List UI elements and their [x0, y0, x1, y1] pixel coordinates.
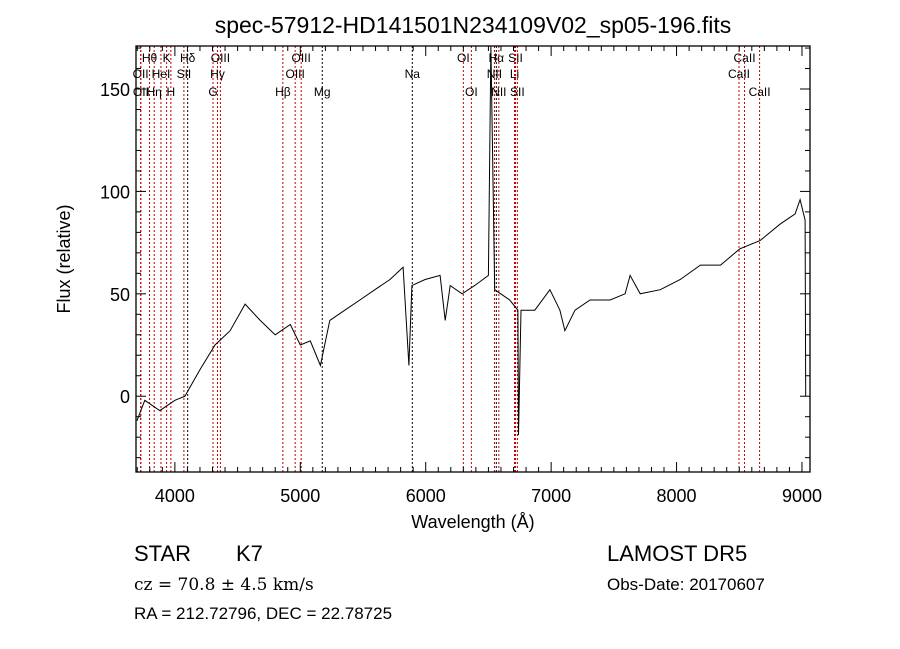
- line-label: G: [208, 85, 217, 99]
- chart-title: spec-57912-HD141501N234109V02_sp05-196.f…: [215, 12, 732, 38]
- x-tick-label: 6000: [406, 486, 446, 506]
- x-tick-label: 4000: [155, 486, 195, 506]
- line-label: NII: [487, 67, 502, 81]
- x-axis-label: Wavelength (Å): [411, 512, 534, 532]
- x-tick-label: 5000: [280, 486, 320, 506]
- line-label: K: [163, 51, 171, 65]
- line-label: OII: [133, 85, 149, 99]
- y-tick-label: 150: [100, 80, 130, 100]
- line-label: CaII: [734, 51, 756, 65]
- line-label: Hη: [147, 85, 162, 99]
- star-subclass: K7: [236, 541, 263, 566]
- line-label: H: [167, 85, 176, 99]
- line-label: OIII: [285, 67, 304, 81]
- y-axis-label: Flux (relative): [54, 204, 74, 313]
- line-label: OI: [465, 85, 478, 99]
- y-tick-label: 0: [120, 387, 130, 407]
- survey-name: LAMOST DR5: [607, 541, 747, 566]
- line-label: NII: [491, 85, 506, 99]
- coordinates: RA = 212.72796, DEC = 22.78725: [134, 604, 392, 623]
- spectrum-line: [136, 45, 807, 436]
- x-tick-label: 7000: [531, 486, 571, 506]
- line-label: HeI: [152, 67, 171, 81]
- x-tick-label: 8000: [657, 486, 697, 506]
- line-label: SII: [508, 51, 523, 65]
- line-label: Hδ: [180, 51, 196, 65]
- line-label: Na: [405, 67, 421, 81]
- line-label: OIII: [292, 51, 311, 65]
- line-label: Hβ: [275, 85, 291, 99]
- line-label: CaII: [728, 67, 750, 81]
- redshift-cz: cz = 70.8 ± 4.5 km/s: [134, 575, 314, 595]
- line-label: Hα: [489, 51, 505, 65]
- line-label: OIII: [211, 51, 230, 65]
- obs-date: Obs-Date: 20170607: [607, 575, 765, 594]
- line-label: Hθ: [142, 51, 158, 65]
- line-label: Mg: [314, 85, 331, 99]
- axis-ticks: 4000 5000 6000 7000 8000 9000 0 50 100 150: [100, 46, 822, 506]
- line-label: OI: [457, 51, 470, 65]
- line-label: SII: [510, 85, 525, 99]
- plot-frame: [135, 45, 811, 473]
- line-label: Hγ: [210, 67, 225, 81]
- y-tick-label: 50: [110, 285, 130, 305]
- line-label: CaII: [749, 85, 771, 99]
- star-class: STAR: [134, 541, 191, 566]
- line-label: Li: [510, 67, 519, 81]
- line-label: SII: [177, 67, 192, 81]
- x-tick-label: 9000: [782, 486, 822, 506]
- y-tick-label: 100: [100, 182, 130, 202]
